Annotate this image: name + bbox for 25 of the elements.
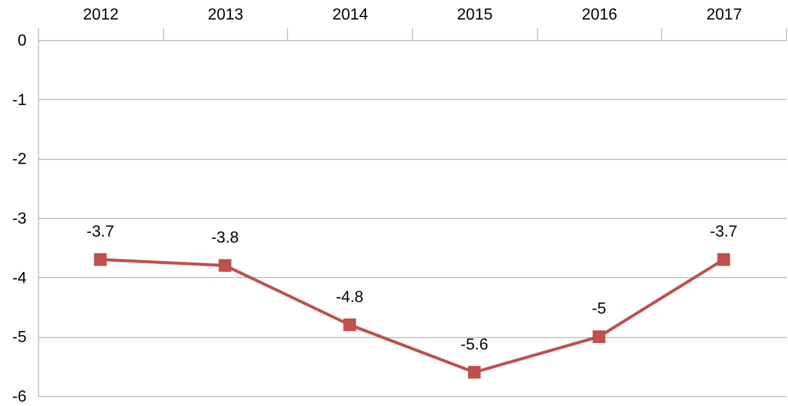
y-tick-label: -1	[12, 92, 27, 109]
data-label: -5	[592, 300, 606, 318]
data-label: -3.7	[86, 224, 114, 241]
data-label: -3.8	[211, 229, 239, 246]
x-tick-label: 2012	[83, 6, 119, 24]
x-tick-label: 2015	[457, 6, 493, 24]
point	[94, 253, 107, 266]
data-label: -4.8	[336, 288, 364, 306]
point	[592, 330, 606, 343]
x-tick-label: 2014	[332, 6, 368, 24]
y-tick-label: -4	[12, 270, 27, 287]
y-tick-label: -6	[12, 388, 27, 406]
data-label: -3.7	[710, 224, 738, 241]
data-label: -5.6	[460, 336, 488, 354]
y-tick-label: -3	[12, 210, 27, 228]
y-tick-label: 0	[18, 32, 27, 50]
point	[717, 253, 730, 266]
x-tick-label: 2016	[582, 6, 618, 24]
point	[468, 366, 481, 379]
point	[343, 318, 356, 332]
x-tick-label: 2013	[208, 6, 244, 24]
point	[218, 259, 232, 272]
y-tick-label: -5	[12, 329, 27, 346]
y-tick-label: -2	[12, 151, 27, 168]
x-tick-label: 2017	[706, 6, 742, 24]
